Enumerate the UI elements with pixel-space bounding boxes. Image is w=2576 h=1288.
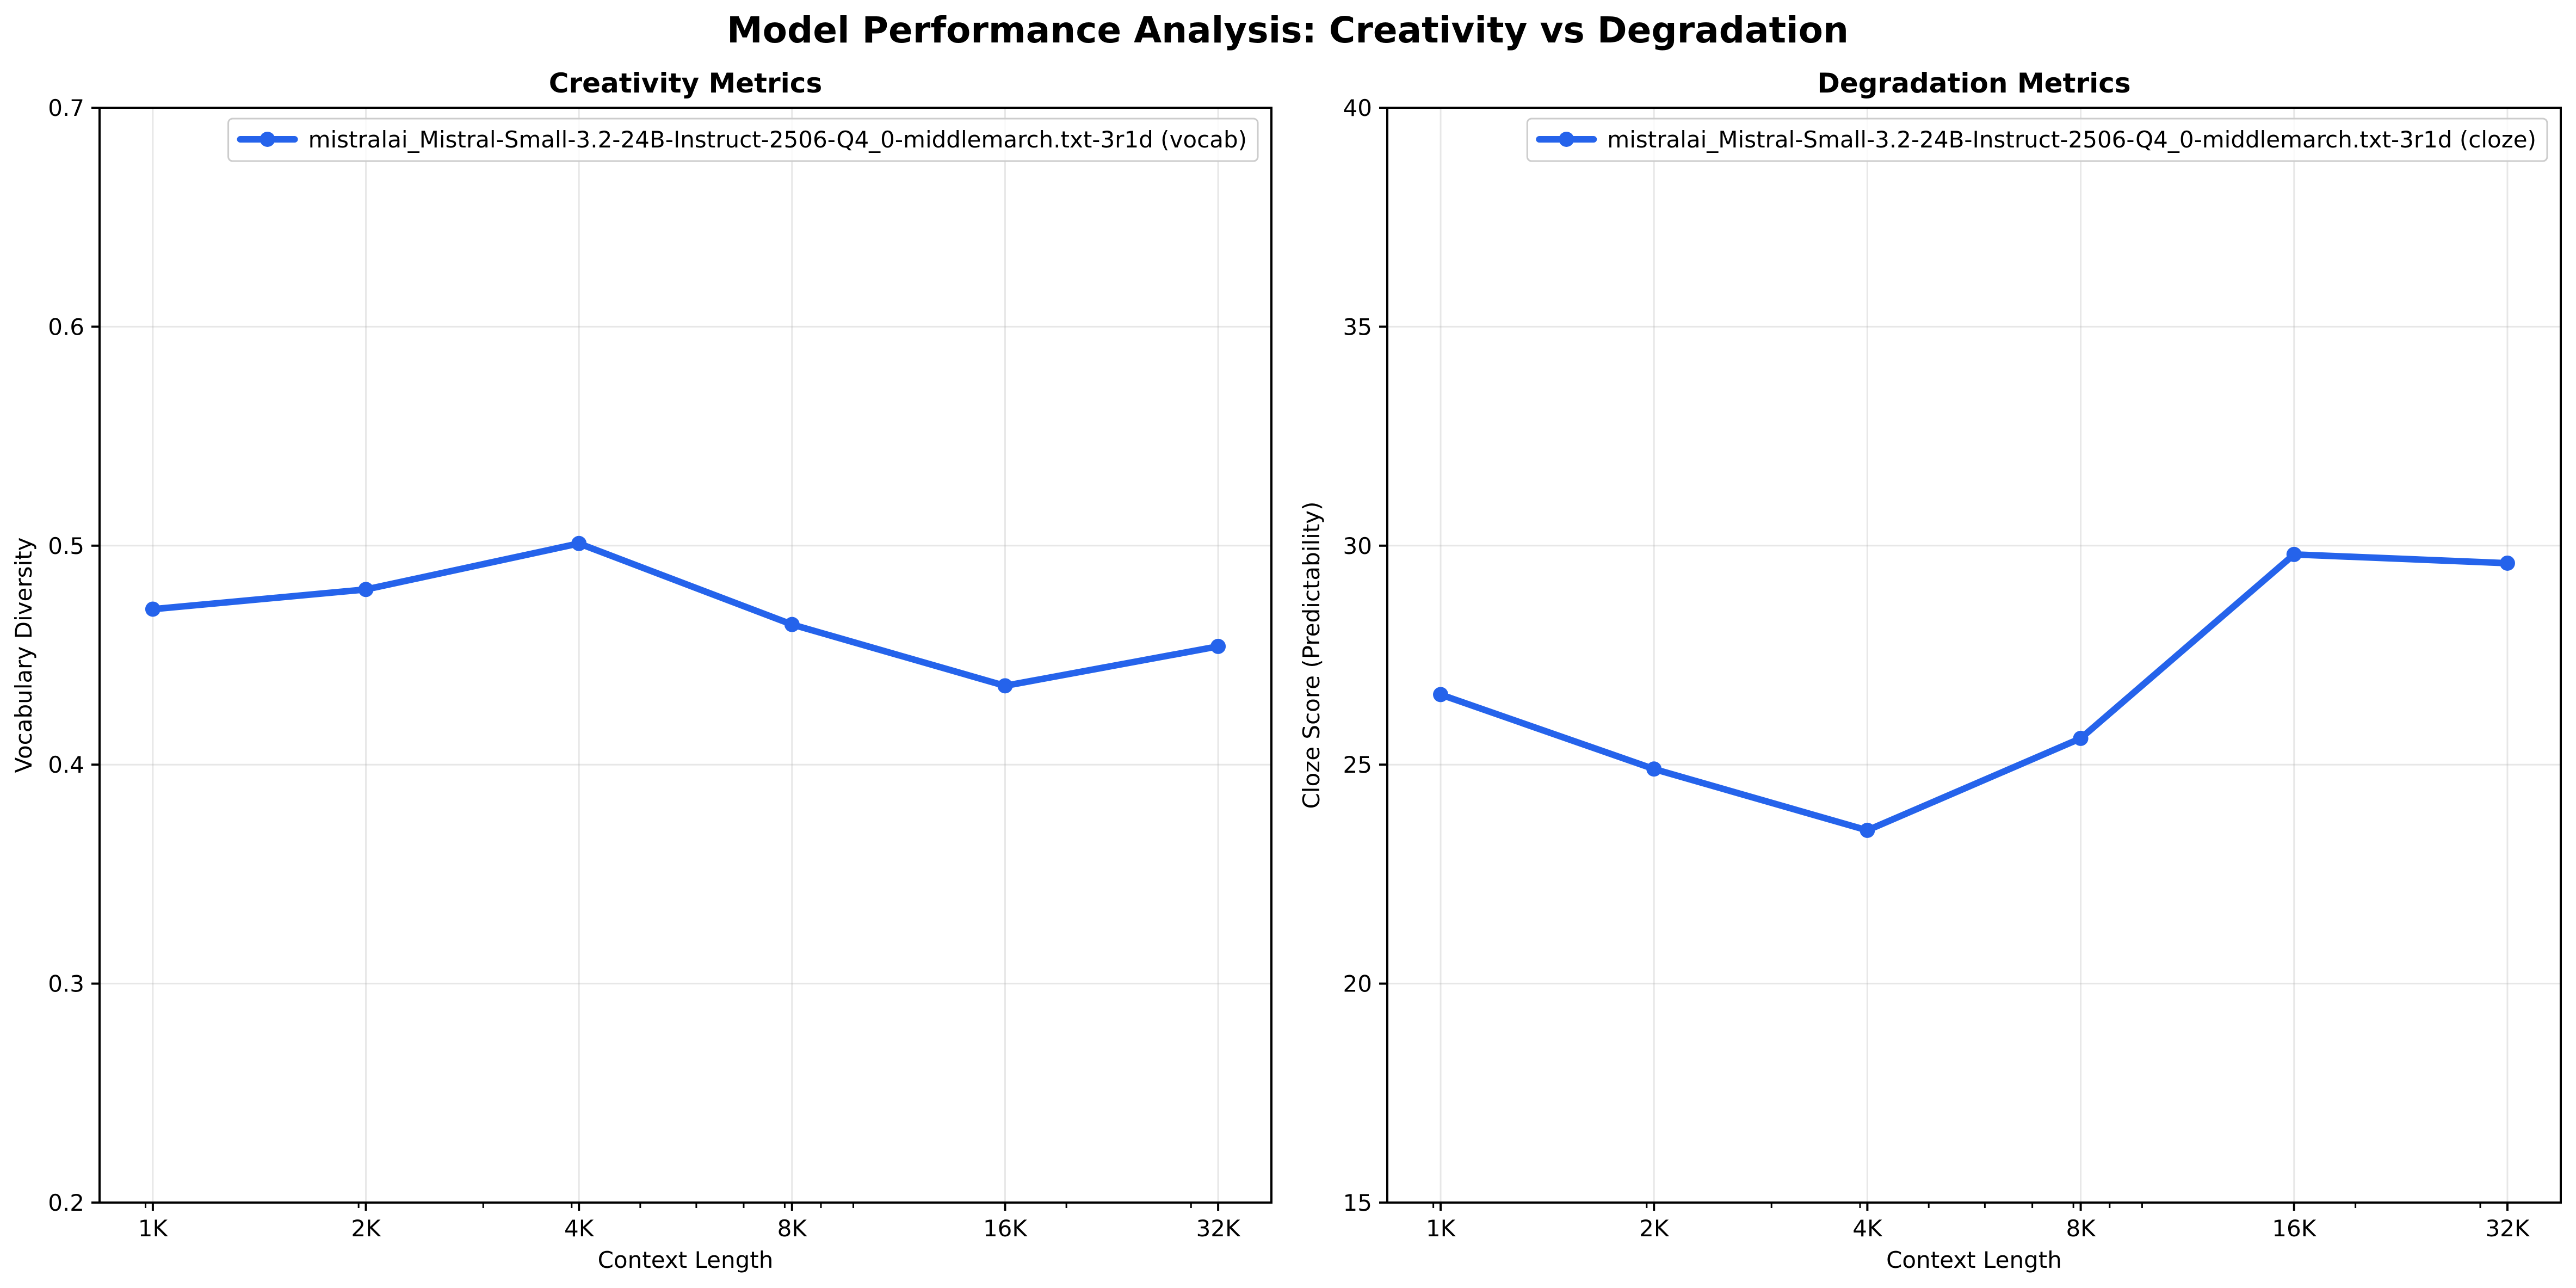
legend: mistralai_Mistral-Small-3.2-24B-Instruct… (227, 118, 1259, 162)
y-tick-label: 30 (1343, 533, 1372, 559)
x-tick-label: 32K (1196, 1215, 1241, 1242)
data-point (1433, 687, 1449, 702)
legend-box (1526, 118, 2548, 162)
x-tick-label: 1K (1426, 1215, 1456, 1242)
y-tick-label: 0.5 (48, 533, 84, 559)
y-tick-label: 0.3 (48, 971, 84, 997)
y-axis-label: Vocabulary Diversity (10, 537, 37, 773)
axes-title: Degradation Metrics (1817, 67, 2130, 99)
y-tick-label: 35 (1343, 313, 1372, 340)
legend: mistralai_Mistral-Small-3.2-24B-Instruct… (1526, 118, 2548, 162)
x-tick-label: 2K (351, 1215, 381, 1242)
series-line (1437, 551, 2511, 834)
y-tick-label: 15 (1343, 1190, 1372, 1216)
creativity-panel: 1K 2K 4K 8K 16K 32K 0.2 0.3 0.4 0.5 0.6 0.7 Creativi… (10, 67, 1272, 1273)
axes-frame (1386, 107, 2562, 1204)
x-tick-label: 8K (777, 1215, 808, 1242)
x-axis-label: Context Length (1886, 1247, 2062, 1273)
x-axis-label: Context Length (598, 1247, 774, 1273)
data-point (997, 678, 1013, 694)
series-line (149, 540, 1222, 689)
data-point (784, 617, 800, 632)
legend-box (227, 118, 1259, 162)
legend-entry-label: mistralai_Mistral-Small-3.2-24B-Instruct… (308, 126, 1247, 153)
legend-swatch-marker (1559, 132, 1574, 147)
y-axis-label: Cloze Score (Predictability) (1298, 501, 1325, 809)
y-tick-label: 0.7 (48, 95, 84, 121)
y-tick-label: 0.2 (48, 1190, 84, 1216)
data-point (1646, 761, 1662, 777)
y-tick-label: 0.4 (48, 751, 84, 778)
x-tick-label: 4K (564, 1215, 595, 1242)
data-point (358, 582, 374, 597)
x-tick-label: 4K (1852, 1215, 1883, 1242)
x-tick-label: 1K (138, 1215, 169, 1242)
y-tick-label: 40 (1343, 95, 1372, 121)
x-tick-label: 2K (1639, 1215, 1670, 1242)
data-point (2499, 555, 2515, 571)
axes-frame (98, 107, 1272, 1204)
grid-lines (100, 107, 1271, 1204)
figure-title: Model Performance Analysis: Creativity v… (727, 9, 1849, 51)
y-tick-label: 25 (1343, 751, 1372, 778)
x-tick-label: 16K (983, 1215, 1028, 1242)
data-point (145, 601, 160, 617)
axes-title: Creativity Metrics (549, 67, 822, 99)
degradation-panel: 1K 2K 4K 8K 16K 32K 15 20 25 30 35 40 Degradation Me… (1298, 67, 2562, 1273)
x-tick-label: 16K (2272, 1215, 2316, 1242)
data-point (2286, 546, 2302, 562)
data-point (1860, 822, 1875, 838)
data-point (1210, 638, 1226, 654)
data-point (571, 535, 587, 551)
y-tick-label: 0.6 (48, 313, 84, 340)
data-point (2073, 730, 2089, 746)
legend-entry-label: mistralai_Mistral-Small-3.2-24B-Instruct… (1607, 126, 2536, 153)
legend-swatch-marker (260, 132, 275, 147)
x-tick-label: 8K (2066, 1215, 2096, 1242)
x-tick-label: 32K (2485, 1215, 2530, 1242)
y-tick-label: 20 (1343, 971, 1372, 997)
